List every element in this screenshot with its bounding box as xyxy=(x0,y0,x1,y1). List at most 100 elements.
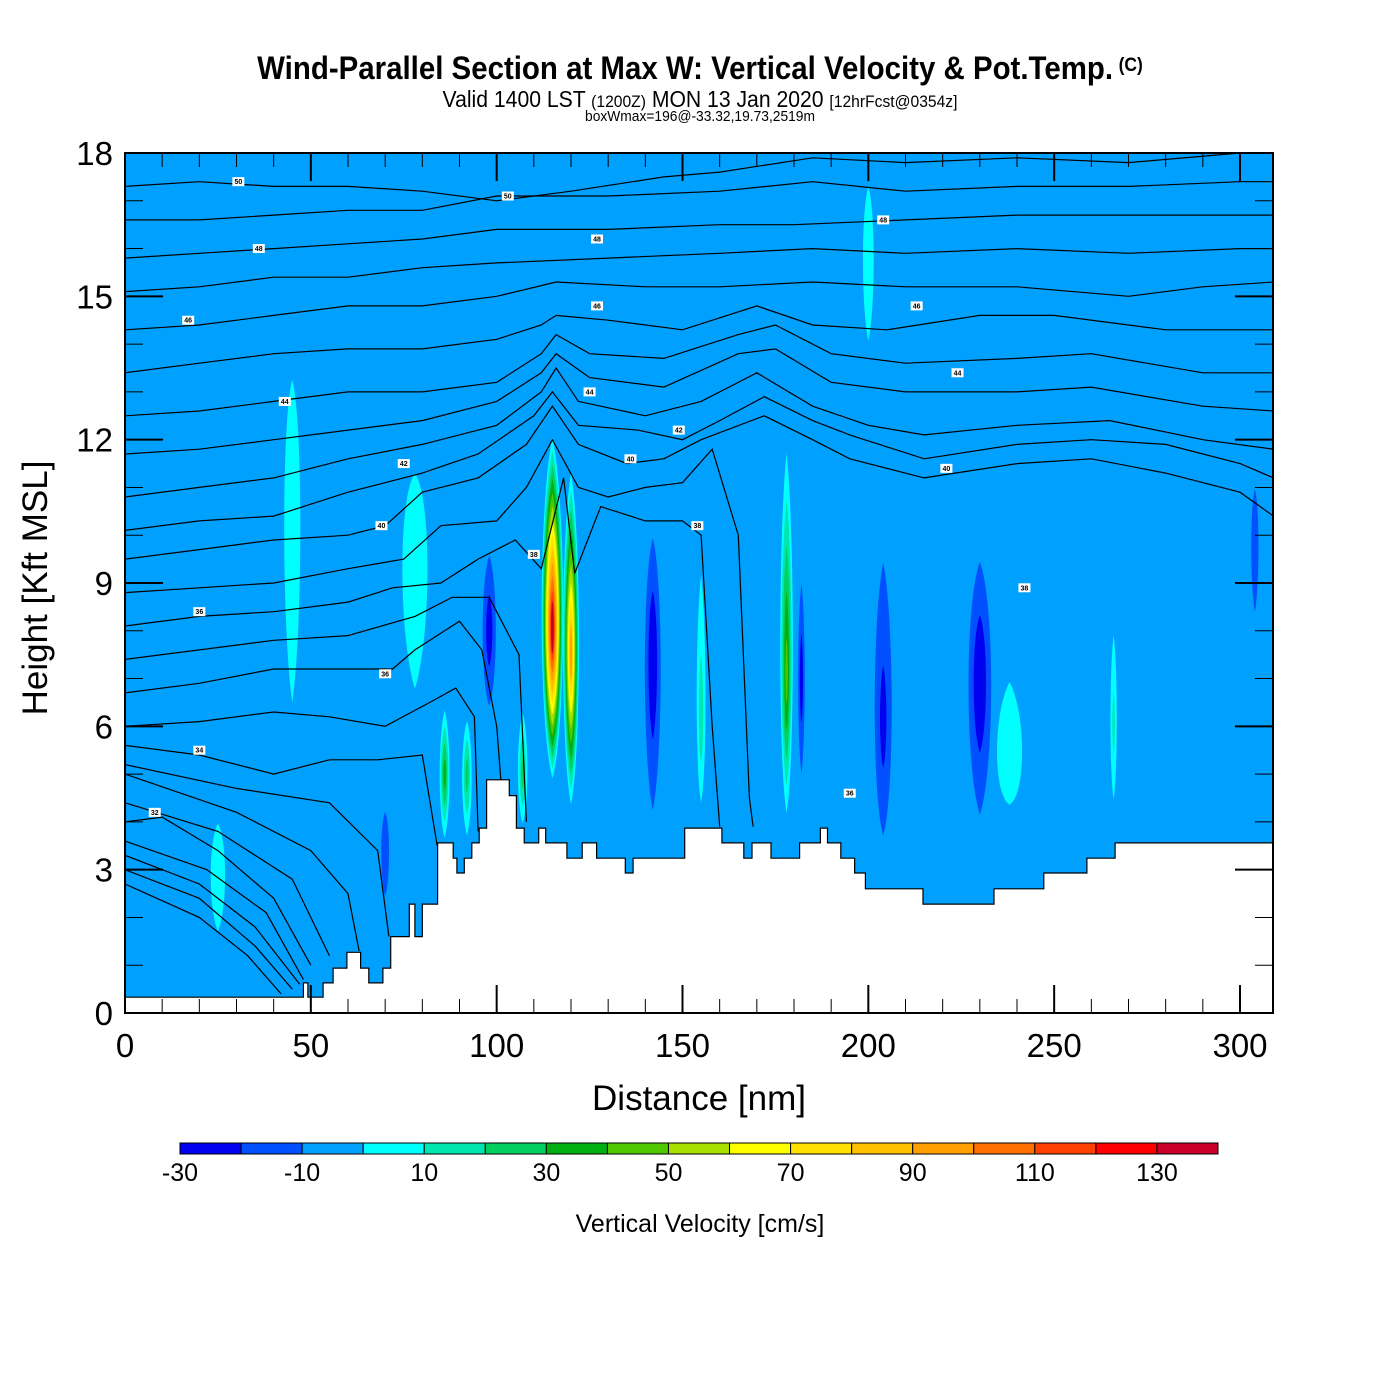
label-bg xyxy=(843,788,856,798)
label-text: 50 xyxy=(504,194,512,201)
valid-utc: (1200Z) xyxy=(591,92,646,111)
velocity-feature xyxy=(780,453,793,813)
colorbar-tick-label: 70 xyxy=(777,1159,805,1187)
label-bg xyxy=(624,454,637,464)
label-text: 46 xyxy=(593,303,601,310)
velocity-band xyxy=(1112,692,1115,754)
label-bg xyxy=(940,463,953,473)
colorbar-label: Vertical Velocity [cm/s] xyxy=(576,1210,825,1238)
velocity-band xyxy=(569,626,573,679)
terrain xyxy=(125,779,1273,1013)
box-wmax-info: boxWmax=196@-33.32,19.73,2519m xyxy=(585,108,815,125)
velocity-band xyxy=(648,590,658,740)
colorbar-swatch xyxy=(423,1142,486,1155)
theta-contour-label: 44 xyxy=(951,368,964,378)
colorbar-tick-label: -30 xyxy=(162,1159,198,1187)
velocity-band xyxy=(443,759,446,789)
theta-contour-line xyxy=(125,840,304,980)
velocity-band xyxy=(1251,489,1259,613)
velocity-feature xyxy=(541,437,564,779)
theta-contour-label: 38 xyxy=(527,549,540,559)
x-tick-label: 250 xyxy=(1027,1027,1082,1064)
velocity-band xyxy=(551,600,554,654)
velocity-feature xyxy=(563,472,579,805)
copyright-mark: (C) xyxy=(1118,55,1143,76)
theta-contour-label: 48 xyxy=(877,215,890,225)
theta-contour-line xyxy=(125,153,1241,202)
theta-contour-line xyxy=(125,744,438,846)
theta-contour-label: 40 xyxy=(624,454,637,464)
colorbar-tick-label: 90 xyxy=(899,1159,927,1187)
velocity-feature xyxy=(1110,635,1117,800)
label-bg xyxy=(527,549,540,559)
theta-contour-line xyxy=(125,596,527,822)
velocity-feature xyxy=(862,187,874,341)
theta-contour-label: 34 xyxy=(193,745,206,755)
theta-contour-label: 36 xyxy=(379,669,392,679)
x-axis-label: Distance [nm] xyxy=(592,1079,806,1118)
theta-contour-label: 46 xyxy=(182,315,195,325)
colorbar-swatch xyxy=(973,1142,1036,1155)
theta-contour-line xyxy=(125,247,1273,293)
label-bg xyxy=(951,368,964,378)
colorbar-swatch xyxy=(1095,1142,1158,1155)
velocity-band xyxy=(284,379,301,703)
chart-subtitle: Valid 1400 LST (1200Z) MON 13 Jan 2020 [… xyxy=(56,86,1344,113)
chart-title: Wind-Parallel Section at Max W: Vertical… xyxy=(56,50,1344,87)
chart-title-text: Wind-Parallel Section at Max W: Vertical… xyxy=(257,50,1114,86)
label-text: 36 xyxy=(381,671,389,678)
theta-contour-label: 46 xyxy=(591,301,604,311)
theta-contour-label: 48 xyxy=(591,234,604,244)
x-tick-label: 150 xyxy=(655,1027,710,1064)
theta-contour-label: 46 xyxy=(910,301,923,311)
colorbar: -30 -10 10 30 50 70 90 110 130 Vertical Velocity … xyxy=(162,1142,1219,1238)
label-bg xyxy=(182,315,195,325)
label-text: 36 xyxy=(846,791,854,798)
theta-contour-labels: 50 50 48 48 48 46 46 46 44 44 44 42 42 40 40 40 38 38 38 36… xyxy=(148,177,1031,817)
theta-contour-label: 40 xyxy=(940,463,953,473)
colorbar-swatch xyxy=(1156,1142,1219,1155)
label-text: 48 xyxy=(255,246,263,253)
colorbar-swatch xyxy=(729,1142,792,1155)
label-text: 36 xyxy=(195,609,203,616)
theta-contour-line xyxy=(125,802,330,956)
theta-contour-label: 42 xyxy=(397,459,410,469)
label-text: 44 xyxy=(586,389,594,396)
label-bg xyxy=(397,459,410,469)
velocity-feature xyxy=(1251,489,1259,613)
label-bg xyxy=(232,177,245,187)
label-text: 32 xyxy=(151,810,159,817)
y-tick-label: 12 xyxy=(76,422,113,459)
velocity-feature xyxy=(402,473,428,689)
velocity-feature xyxy=(462,721,472,836)
label-bg xyxy=(379,669,392,679)
theta-contour-label: 36 xyxy=(843,788,856,798)
theta-contour-line xyxy=(125,181,1273,221)
x-tick-label: 100 xyxy=(469,1027,524,1064)
valid-date: MON 13 Jan 2020 xyxy=(651,86,824,112)
theta-contour-label: 32 xyxy=(148,807,161,817)
velocity-band xyxy=(465,757,469,794)
colorbar-swatch xyxy=(179,1142,242,1155)
colorbar-tick-label: 50 xyxy=(655,1159,683,1187)
colorbar-swatch xyxy=(362,1142,425,1155)
theta-contour-label: 40 xyxy=(375,521,388,531)
label-bg xyxy=(910,301,923,311)
label-bg xyxy=(193,607,206,617)
theta-contour-label: 50 xyxy=(232,177,245,187)
terrain-mask xyxy=(125,779,1273,1013)
theta-contour-line xyxy=(125,366,1273,498)
colorbar-tick-label: -10 xyxy=(284,1159,320,1187)
label-bg xyxy=(252,244,265,254)
velocity-feature xyxy=(696,575,706,802)
theta-contour-line xyxy=(125,390,1273,531)
theta-contour-line xyxy=(125,281,1273,331)
colorbar-tick-label: 10 xyxy=(410,1159,438,1187)
label-bg xyxy=(375,521,388,531)
velocity-feature xyxy=(968,561,992,815)
theta-contour-line xyxy=(125,405,1273,560)
colorbar-swatch xyxy=(1034,1142,1097,1155)
theta-contour-label: 42 xyxy=(672,425,685,435)
label-text: 40 xyxy=(942,466,950,473)
